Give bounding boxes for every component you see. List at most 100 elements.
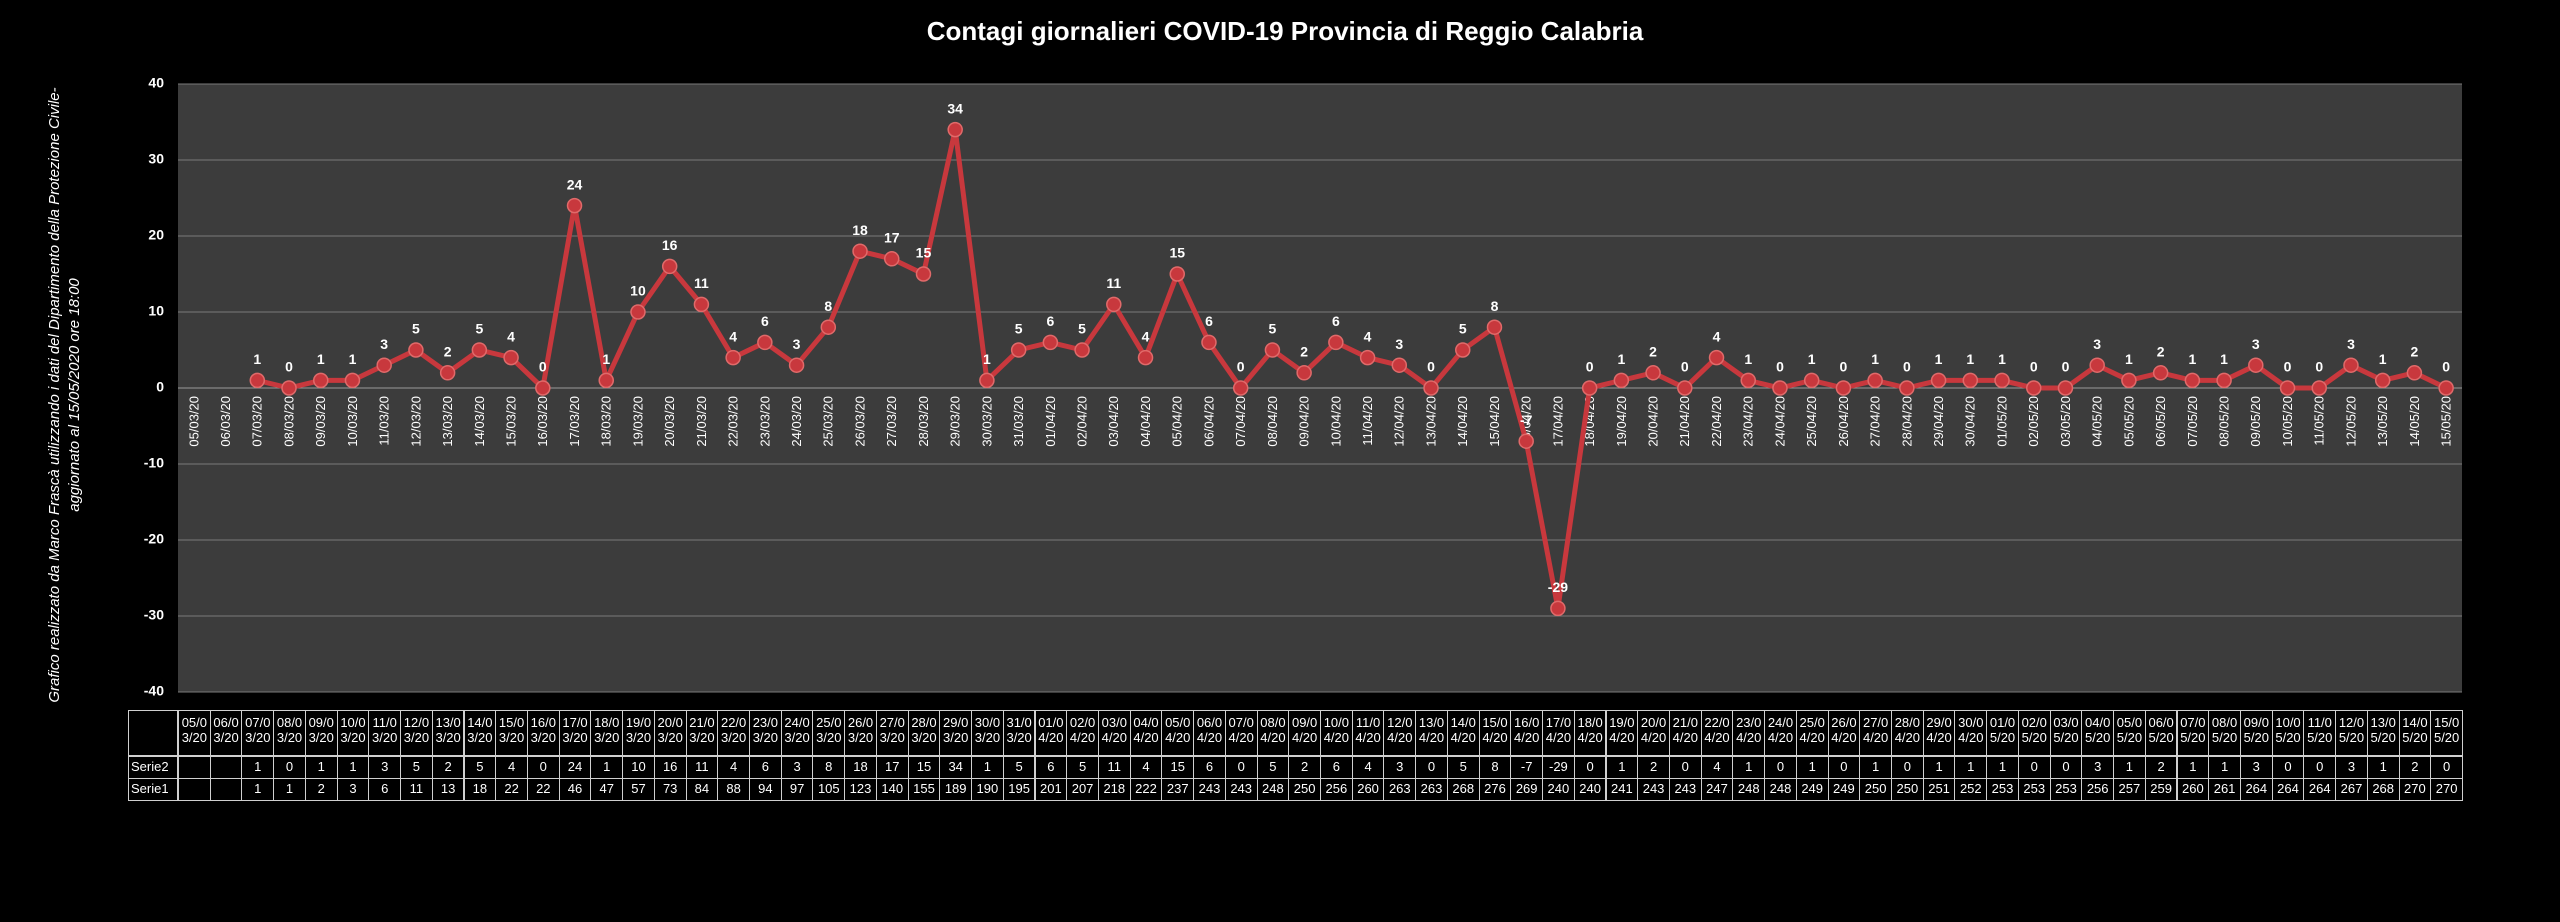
table-cell: 0 <box>2271 756 2305 779</box>
table-cell: 2 <box>2398 756 2432 779</box>
data-label: 3 <box>1395 336 1403 352</box>
marker <box>1930 372 1947 389</box>
x-tick-label: 15/05/20 <box>2439 396 2454 447</box>
data-label: 0 <box>2030 359 2038 375</box>
table-cell: 0 <box>1224 756 1258 779</box>
table-header: 19/03/20 <box>622 710 655 756</box>
marker <box>630 304 646 320</box>
data-label: 0 <box>285 359 293 375</box>
table-header: 31/03/20 <box>1002 710 1036 756</box>
data-label: 17 <box>884 230 900 246</box>
table-header: 19/04/20 <box>1605 710 1639 756</box>
table-cell: 0 <box>1668 756 1702 779</box>
data-label: 1 <box>983 351 991 367</box>
table-cell: 97 <box>780 778 814 801</box>
marker <box>1899 380 1915 396</box>
data-label: 3 <box>2093 336 2101 352</box>
x-tick-label: 06/04/20 <box>1201 396 1216 447</box>
data-label: 0 <box>1776 359 1784 375</box>
marker <box>1074 342 1090 358</box>
table-header: 27/04/20 <box>1859 710 1892 756</box>
x-tick-label: 29/04/20 <box>1931 396 1946 447</box>
table-header: 15/04/20 <box>1478 710 1512 756</box>
table-header: 25/04/20 <box>1795 710 1829 756</box>
table-cell: 1 <box>1954 756 1988 779</box>
table-header: 06/03/20 <box>209 710 243 756</box>
data-label: 15 <box>916 245 932 261</box>
table-cell: 0 <box>1891 756 1924 779</box>
marker <box>2026 380 2042 396</box>
table-cell: 1 <box>2113 756 2146 779</box>
marker <box>281 380 297 396</box>
table-cell: -7 <box>1510 756 1544 779</box>
data-label: 6 <box>1332 313 1340 329</box>
marker <box>2089 357 2105 373</box>
table-cell: 3 <box>2081 756 2115 779</box>
marker <box>1455 342 1471 358</box>
marker <box>2057 380 2074 396</box>
data-label: 1 <box>602 351 610 367</box>
table-header: 09/04/20 <box>1288 710 1321 756</box>
x-tick-label: 22/04/20 <box>1709 396 1724 447</box>
data-label: 2 <box>444 344 452 360</box>
table-header: 27/03/20 <box>875 710 909 756</box>
data-label: 3 <box>380 336 388 352</box>
x-tick-label: 14/03/20 <box>472 396 487 447</box>
table-header: 20/03/20 <box>653 710 687 756</box>
marker <box>2374 372 2391 389</box>
x-tick-label: 30/04/20 <box>1963 396 1978 447</box>
table-cell: 46 <box>558 778 592 801</box>
table-cell: 270 <box>2398 778 2432 801</box>
x-tick-label: 01/05/20 <box>1994 396 2009 447</box>
x-tick-label: 20/03/20 <box>662 396 677 447</box>
table-cell: 251 <box>1922 778 1956 801</box>
table-header: 29/03/20 <box>939 710 973 756</box>
table-cell: 1 <box>1922 756 1956 779</box>
x-tick-label: 24/04/20 <box>1772 396 1787 447</box>
table-header: 15/03/20 <box>495 710 528 756</box>
x-tick-label: 28/04/20 <box>1899 396 1914 447</box>
table-cell: 189 <box>939 778 973 801</box>
data-label: 1 <box>1808 351 1816 367</box>
marker <box>1740 372 1756 389</box>
table-cell: 250 <box>1288 778 1321 801</box>
data-label: 24 <box>567 176 583 192</box>
table-cell: 4 <box>1129 756 1163 779</box>
x-tick-label: 02/04/20 <box>1075 396 1090 447</box>
marker <box>884 251 900 267</box>
table-cell: 4 <box>495 756 528 779</box>
table-cell: 6 <box>368 778 402 801</box>
table-header: 28/03/20 <box>907 710 941 756</box>
table-cell: 1 <box>590 756 624 779</box>
data-label: 4 <box>1364 328 1372 344</box>
table-cell: 4 <box>717 756 750 779</box>
marker <box>1296 365 1312 381</box>
data-label: 4 <box>507 328 515 344</box>
x-tick-label: 08/05/20 <box>2217 396 2232 447</box>
table-cell: 263 <box>1383 778 1417 801</box>
table-cell: 3 <box>336 778 370 801</box>
marker <box>1137 349 1154 366</box>
table-cell: 5 <box>1002 756 1036 779</box>
table-cell: 2 <box>431 756 465 779</box>
side-note: aggiornato al 15/05/2020 ore 18:00 <box>66 278 83 512</box>
table-cell: 84 <box>685 778 719 801</box>
x-tick-label: 24/03/20 <box>789 396 804 447</box>
table-header: 12/05/20 <box>2335 710 2368 756</box>
table-cell: 218 <box>1097 778 1131 801</box>
data-label: 0 <box>1427 359 1435 375</box>
x-tick-label: 07/04/20 <box>1233 396 1248 447</box>
table-cell: 3 <box>780 756 814 779</box>
table-cell: 5 <box>1446 756 1480 779</box>
data-label: 4 <box>1713 328 1721 344</box>
table-header: 24/04/20 <box>1764 710 1797 756</box>
data-label: -29 <box>1548 579 1568 595</box>
data-label: 1 <box>253 351 261 367</box>
marker <box>1550 600 1566 617</box>
data-label: 0 <box>1840 359 1848 375</box>
x-tick-label: 13/04/20 <box>1423 396 1438 447</box>
table-cell: 3 <box>2239 756 2273 779</box>
table-cell: 5 <box>400 756 433 779</box>
marker <box>2152 365 2169 381</box>
table-cell: 3 <box>368 756 402 779</box>
